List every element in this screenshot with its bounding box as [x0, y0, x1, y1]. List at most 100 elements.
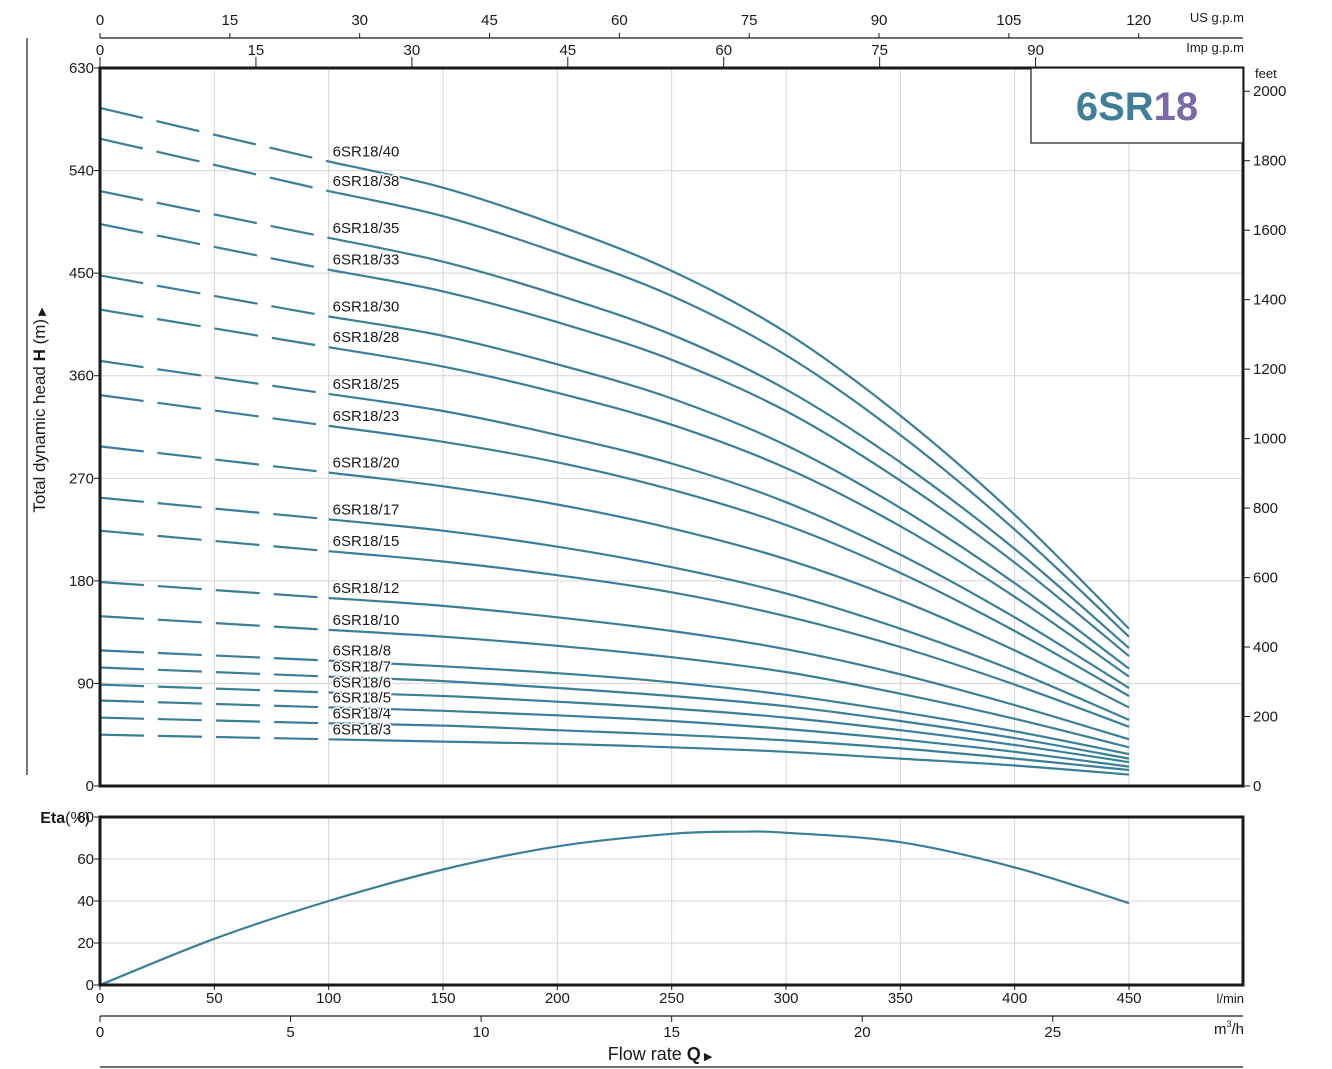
lmin-tick-label: 100 — [316, 990, 341, 1007]
imp-gpm-tick-label: 45 — [559, 42, 576, 59]
head-curve-13 — [328, 659, 1130, 756]
curve-label-17: 6SR18/4 — [333, 705, 391, 722]
m3h-tick-label: 25 — [1044, 1024, 1061, 1041]
head-curve-12 — [328, 628, 1130, 749]
chart-title: 6SR18 — [1076, 85, 1198, 129]
y-axis-title: Total dynamic head H (m) ▶ — [30, 307, 49, 513]
imp-gpm-axis-title: Imp g.p.m — [1186, 40, 1244, 55]
m3h-tick-label: 20 — [854, 1024, 871, 1041]
feet-tick-label: 1600 — [1253, 222, 1286, 239]
curve-label-2: 6SR18/35 — [333, 220, 400, 237]
curve-label-9: 6SR18/17 — [333, 501, 400, 518]
head-y-tick-label: 630 — [69, 60, 94, 77]
us-gpm-tick-label: 120 — [1126, 12, 1151, 29]
feet-tick-label: 800 — [1253, 500, 1278, 517]
head-curve-dashed-6 — [99, 359, 329, 395]
imp-gpm-tick-label: 30 — [404, 42, 421, 59]
x-axis-arrow: ▶ — [701, 1051, 713, 1063]
head-curve-dashed-3 — [99, 223, 329, 271]
lmin-axis-title: l/min — [1217, 991, 1244, 1006]
lmin-tick-label: 200 — [545, 990, 570, 1007]
lmin-tick-label: 350 — [888, 990, 913, 1007]
curve-label-4: 6SR18/30 — [333, 298, 400, 315]
head-curve-14 — [328, 675, 1130, 760]
head-curve-16 — [328, 706, 1130, 768]
imp-gpm-tick-label: 90 — [1027, 42, 1044, 59]
head-curve-18 — [328, 738, 1130, 776]
feet-tick-label: 400 — [1253, 639, 1278, 656]
feet-tick-label: 1200 — [1253, 361, 1286, 378]
head-curve-0 — [328, 160, 1130, 630]
x-axis-title-prefix: Flow rate — [608, 1044, 687, 1064]
head-y-tick-label: 540 — [69, 163, 94, 180]
y-axis-title-prefix: Total dynamic head — [30, 361, 49, 512]
head-curve-dashed-0 — [99, 106, 329, 163]
chart-title-size: 18 — [1154, 85, 1199, 129]
head-curve-1 — [328, 190, 1130, 638]
y-axis-title-bold: H — [30, 349, 49, 361]
m3h-axis-title-sup: 3 — [1226, 1019, 1231, 1029]
imp-gpm-tick-label: 60 — [715, 42, 732, 59]
head-y-tick-label: 180 — [69, 573, 94, 590]
head-curve-17 — [328, 722, 1130, 772]
m3h-tick-label: 15 — [663, 1024, 680, 1041]
curve-label-1: 6SR18/38 — [333, 173, 400, 190]
lmin-tick-label: 0 — [96, 990, 104, 1007]
eta-axis-title-unit: (%) — [65, 810, 90, 827]
efficiency-curve — [99, 830, 1130, 987]
head-curve-15 — [328, 691, 1130, 764]
feet-axis-title: feet — [1255, 66, 1277, 81]
curve-label-13: 6SR18/8 — [333, 643, 391, 660]
head-curve-dashed-11 — [99, 580, 329, 600]
us-gpm-tick-label: 60 — [611, 12, 628, 29]
head-curve-dashed-10 — [99, 529, 329, 553]
head-curve-dashed-1 — [99, 137, 329, 193]
head-curve-dashed-18 — [99, 733, 329, 741]
grid-lines — [100, 68, 1243, 985]
eta-y-tick-label: 0 — [86, 977, 94, 994]
x-axis-title: Flow rate Q ▶ — [608, 1044, 713, 1064]
eta-y-tick-label: 40 — [77, 893, 94, 910]
head-curve-dashed-2 — [99, 190, 329, 239]
feet-tick-label: 1400 — [1253, 292, 1286, 309]
us-gpm-tick-label: 30 — [351, 12, 368, 29]
lmin-tick-label: 450 — [1116, 990, 1141, 1007]
head-curve-dashed-7 — [99, 394, 329, 427]
curve-label-5: 6SR18/28 — [333, 329, 400, 346]
head-curve-3 — [328, 268, 1130, 657]
us-gpm-tick-label: 75 — [741, 12, 758, 29]
feet-tick-label: 0 — [1253, 778, 1261, 795]
m3h-axis-title-base: m — [1214, 1021, 1227, 1038]
curve-label-0: 6SR18/40 — [333, 143, 400, 160]
imp-gpm-tick-label: 75 — [871, 42, 888, 59]
head-curve-dashed-17 — [99, 716, 329, 725]
head-curve-dashed-14 — [99, 666, 329, 678]
head-curve-9 — [328, 518, 1130, 721]
head-curve-dashed-5 — [99, 308, 329, 349]
curve-label-3: 6SR18/33 — [333, 252, 400, 269]
lmin-tick-label: 400 — [1002, 990, 1027, 1007]
eta-axis-title: Eta(%) — [40, 810, 90, 827]
feet-tick-label: 600 — [1253, 570, 1278, 587]
imp-gpm-tick-label: 15 — [248, 42, 265, 59]
curve-label-7: 6SR18/23 — [333, 408, 400, 425]
feet-tick-label: 2000 — [1253, 83, 1286, 100]
title-box — [1030, 67, 1244, 144]
head-curves — [99, 106, 1130, 776]
curve-label-14: 6SR18/7 — [333, 659, 391, 676]
eta-axis-title-bold: Eta — [40, 810, 65, 827]
x-axis-title-bold: Q — [687, 1044, 701, 1064]
feet-tick-label: 200 — [1253, 709, 1278, 726]
curve-label-15: 6SR18/6 — [333, 675, 391, 692]
y-axis-title-unit: (m) — [30, 319, 49, 349]
head-curve-11 — [328, 596, 1130, 741]
head-curve-2 — [328, 236, 1130, 649]
head-curve-dashed-4 — [99, 274, 329, 318]
head-curve-8 — [328, 471, 1130, 709]
head-curve-10 — [328, 550, 1130, 728]
head-y-tick-label: 270 — [69, 470, 94, 487]
curve-label-10: 6SR18/15 — [333, 533, 400, 550]
curve-labels: 6SR18/40 6SR18/38 6SR18/35 6SR18/33 6SR18/30… — [331, 142, 401, 740]
us-gpm-tick-label: 45 — [481, 12, 498, 29]
